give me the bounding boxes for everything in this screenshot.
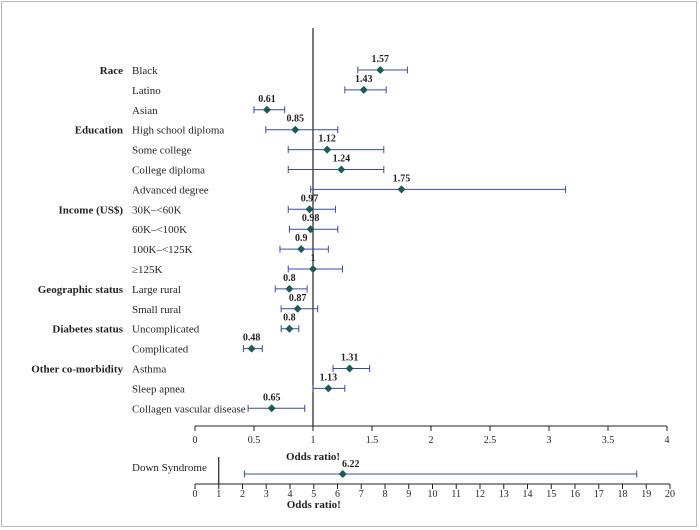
x-tick-label: 6 (335, 489, 340, 500)
row-label: Complicated (132, 344, 189, 356)
value-label: 1.13 (320, 372, 338, 383)
group-label: Income (US$) (59, 204, 124, 216)
x-tick-label: 8 (383, 489, 388, 500)
value-label: 1 (311, 253, 316, 264)
row-label: Advanced degree (132, 184, 209, 196)
row-label: 60K–<100K (132, 224, 187, 236)
x-tick-label: 7 (359, 489, 364, 500)
value-label: 1.75 (393, 173, 411, 184)
x-tick-label: 15 (546, 489, 556, 500)
x-tick-label: 13 (499, 489, 509, 500)
group-label: Diabetes status (52, 324, 123, 336)
odds-ratio-marker (291, 125, 300, 134)
value-label: 0.65 (263, 392, 281, 403)
value-label: 0.9 (295, 233, 308, 244)
row-label: Some college (132, 145, 192, 157)
value-label: 0.97 (301, 193, 319, 204)
value-label: 0.87 (289, 293, 307, 304)
value-label: 1.57 (372, 54, 390, 65)
row-label: ≥125K (132, 264, 163, 276)
x-tick-label: 2.5 (484, 435, 497, 446)
odds-ratio-marker (305, 205, 314, 214)
x-tick-label: 2 (429, 435, 434, 446)
odds-ratio-marker (337, 165, 346, 174)
x-tick-label: 3 (547, 435, 552, 446)
row-label: Sleep apnea (132, 383, 185, 395)
x-tick-label: 11 (451, 489, 461, 500)
x-tick-label: 3 (264, 489, 269, 500)
x-tick-label: 16 (570, 489, 580, 500)
row-label: Asthma (132, 364, 166, 376)
odds-ratio-marker (247, 344, 256, 353)
value-label: 6.22 (342, 459, 360, 470)
x-axis-title: Odds ratio! (287, 499, 341, 511)
odds-ratio-marker (293, 304, 302, 313)
value-label: 0.98 (302, 213, 320, 224)
x-tick-label: 2 (240, 489, 245, 500)
x-tick-label: 1 (216, 489, 221, 500)
odds-ratio-marker (324, 384, 333, 393)
odds-ratio-marker (359, 85, 368, 94)
x-tick-label: 1.5 (366, 435, 379, 446)
row-label: Small rural (132, 304, 181, 316)
value-label: 1.43 (355, 74, 373, 85)
odds-ratio-marker (267, 404, 276, 413)
row-label: 100K–<125K (132, 244, 193, 256)
row-label: Down Syndrome (132, 462, 207, 474)
x-tick-label: 19 (641, 489, 651, 500)
odds-ratio-marker (397, 185, 406, 194)
value-label: 1.12 (318, 134, 336, 145)
group-label: Education (75, 125, 123, 137)
row-label: Black (132, 65, 158, 77)
group-label: Other co-morbidity (31, 364, 123, 376)
value-label: 0.85 (287, 114, 305, 125)
odds-ratio-marker (345, 364, 354, 373)
odds-ratio-marker (285, 284, 294, 293)
odds-ratio-marker (376, 66, 385, 74)
x-tick-label: 0 (193, 435, 198, 446)
x-tick-label: 4 (288, 489, 293, 500)
row-label: Large rural (132, 284, 181, 296)
x-axis-title: Odds ratio! (286, 451, 340, 463)
value-label: 1.24 (333, 154, 351, 165)
row-label: College diploma (132, 165, 205, 177)
row-label: Asian (132, 105, 158, 117)
group-label: Race (100, 65, 123, 77)
x-tick-label: 5 (311, 489, 316, 500)
odds-ratio-marker (323, 145, 332, 154)
odds-ratio-marker (338, 470, 347, 478)
odds-ratio-marker (297, 245, 306, 254)
x-tick-label: 14 (523, 489, 533, 500)
x-tick-label: 4 (665, 435, 670, 446)
row-label: 30K–<60K (132, 204, 182, 216)
x-tick-label: 1 (311, 435, 316, 446)
x-tick-label: 17 (594, 489, 604, 500)
x-tick-label: 10 (428, 489, 438, 500)
row-label: Collagen vascular disease (132, 403, 246, 415)
x-tick-label: 18 (618, 489, 628, 500)
row-label: High school diploma (132, 125, 224, 137)
odds-ratio-marker (306, 225, 315, 234)
odds-ratio-marker (262, 105, 271, 114)
row-label: Uncomplicated (132, 324, 200, 336)
value-label: 0.8 (283, 273, 296, 284)
odds-ratio-marker (309, 265, 317, 273)
x-tick-label: 20 (665, 489, 675, 500)
group-label: Geographic status (38, 284, 124, 296)
x-tick-label: 3.5 (602, 435, 615, 446)
odds-ratio-marker (285, 324, 294, 333)
value-label: 0.61 (258, 94, 276, 105)
value-label: 1.31 (341, 353, 359, 364)
x-tick-label: 0 (193, 489, 198, 500)
x-tick-label: 0.5 (248, 435, 261, 446)
value-label: 0.8 (283, 313, 296, 324)
x-tick-label: 12 (475, 489, 485, 500)
value-label: 0.48 (243, 333, 261, 344)
x-tick-label: 9 (406, 489, 411, 500)
row-label: Latino (132, 85, 161, 97)
